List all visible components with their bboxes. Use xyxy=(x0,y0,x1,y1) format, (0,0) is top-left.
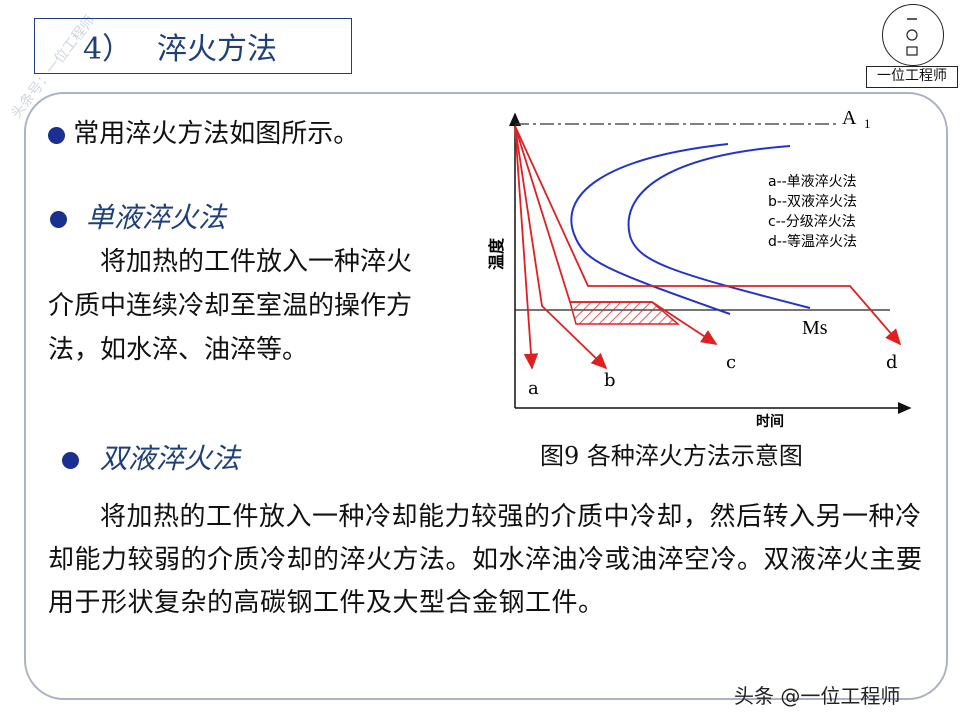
curve-a xyxy=(514,125,539,370)
curve-label-a: a xyxy=(528,378,539,399)
logo-caption: 一位工程师 xyxy=(866,66,958,88)
curve-label-b: b xyxy=(604,370,616,391)
a1-subscript: 1 xyxy=(864,116,871,131)
double-heading: 双液淬火法 xyxy=(62,437,240,477)
c-curve-start xyxy=(570,143,731,315)
content-panel xyxy=(24,92,948,700)
x-axis-label: 时间 xyxy=(756,413,784,430)
double-body: 将加热的工件放入一种冷却能力较强的介质中冷却，然后转入另一种冷却能力较弱的介质冷… xyxy=(48,502,923,618)
watermark: 头条 @一位工程师 xyxy=(734,684,901,708)
ms-label: Ms xyxy=(802,317,828,339)
hatched-zone xyxy=(569,301,681,325)
curve-c xyxy=(514,125,718,345)
figure-caption: 图9 各种淬火方法示意图 xyxy=(540,442,803,470)
single-body: 将加热的工件放入一种淬火介质中连续冷却至室温的操作方法，如水淬、油淬等。 xyxy=(48,247,413,365)
double-heading-text: 双液淬火法 xyxy=(99,442,240,475)
curve-b xyxy=(514,125,608,370)
bullet-icon xyxy=(62,452,79,469)
legend-item-a: a--单液淬火法 xyxy=(768,174,857,190)
curve-label-d: d xyxy=(886,352,898,373)
quench-diagram: A 1 Ms a b c d 温度 时间 a--单液淬火法 b--双液淬火法 c… xyxy=(487,107,912,430)
title-number: 4） xyxy=(83,32,133,67)
title-text: 淬火方法 xyxy=(157,32,277,67)
intro-text: 常用淬火方法如图所示。 xyxy=(73,119,360,149)
curve-label-c: c xyxy=(726,352,736,373)
curve-d xyxy=(514,125,902,346)
intro-line: 常用淬火方法如图所示。 xyxy=(48,113,359,150)
bullet-icon xyxy=(48,126,65,144)
legend-item-d: d--等温淬火法 xyxy=(768,233,857,250)
slide-title: 4） 淬火方法 xyxy=(34,18,352,74)
legend-item-c: c--分级淬火法 xyxy=(768,214,856,230)
brand-logo: 一位工程师 xyxy=(866,2,958,88)
single-heading: 单液淬火法 xyxy=(50,196,226,236)
a1-label: A xyxy=(842,107,857,129)
y-axis-label: 温度 xyxy=(487,237,506,271)
single-heading-text: 单液淬火法 xyxy=(85,201,226,234)
legend-item-b: b--双液淬火法 xyxy=(768,194,857,210)
bullet-icon xyxy=(50,211,67,228)
seal-icon xyxy=(882,4,944,66)
c-curve-finish xyxy=(627,145,811,309)
